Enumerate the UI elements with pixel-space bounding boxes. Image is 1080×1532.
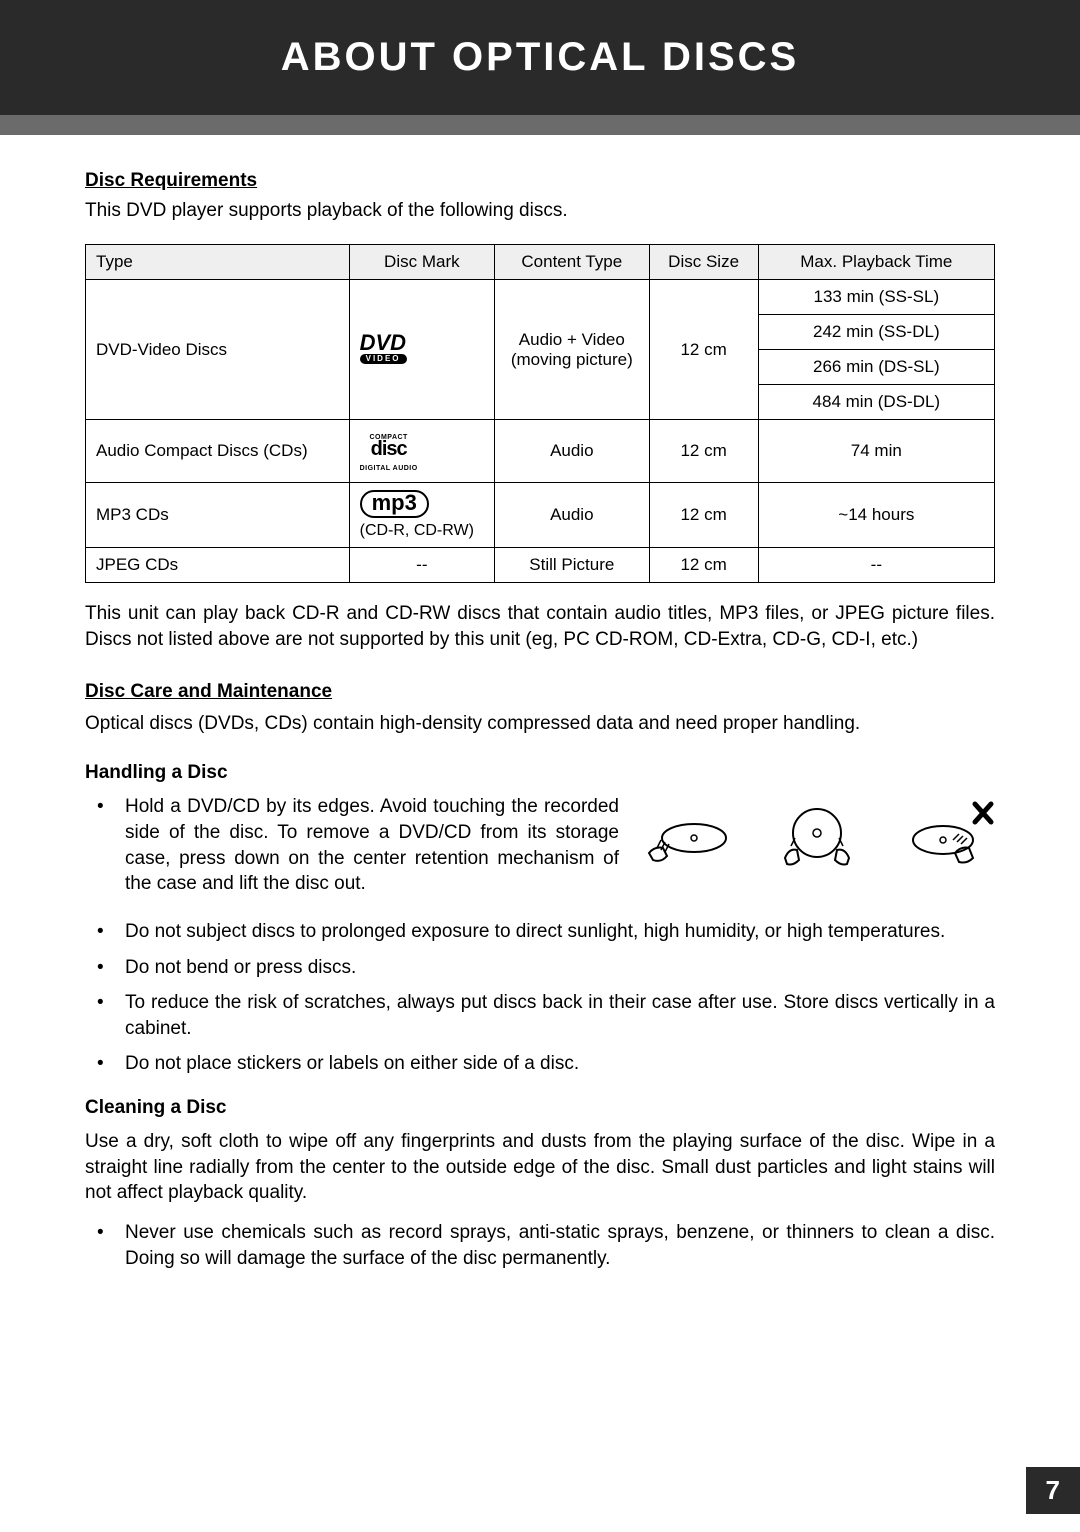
cell-mp3-mark: mp3 (CD-R, CD-RW) xyxy=(349,483,494,548)
cell-dvd-type: DVD-Video Discs xyxy=(86,280,350,420)
handling-bullet-1: Do not subject discs to prolonged exposu… xyxy=(125,919,995,945)
col-size: Disc Size xyxy=(649,245,758,280)
handling-bullet-2: Do not bend or press discs. xyxy=(125,955,995,981)
handling-bullet-3: To reduce the risk of scratches, always … xyxy=(125,990,995,1041)
disc-requirements-heading: Disc Requirements xyxy=(85,170,995,192)
cell-jpeg-time: -- xyxy=(758,548,994,583)
cleaning-intro: Use a dry, soft cloth to wipe off any fi… xyxy=(85,1129,995,1206)
handling-heading: Handling a Disc xyxy=(85,762,995,784)
cell-jpeg-type: JPEG CDs xyxy=(86,548,350,583)
handling-illustrations xyxy=(639,794,995,907)
cell-mp3-time: ~14 hours xyxy=(758,483,994,548)
col-type: Type xyxy=(86,245,350,280)
cell-jpeg-mark: -- xyxy=(349,548,494,583)
handling-bullet-0: Hold a DVD/CD by its edges. Avoid touchi… xyxy=(125,794,619,897)
col-maxtime: Max. Playback Time xyxy=(758,245,994,280)
handling-first-bullet-wrap: Hold a DVD/CD by its edges. Avoid touchi… xyxy=(85,794,619,907)
cell-dvd-size: 12 cm xyxy=(649,280,758,420)
disc-care-intro: Optical discs (DVDs, CDs) contain high-d… xyxy=(85,711,995,737)
cell-jpeg-size: 12 cm xyxy=(649,548,758,583)
table-row: MP3 CDs mp3 (CD-R, CD-RW) Audio 12 cm ~1… xyxy=(86,483,995,548)
col-content: Content Type xyxy=(495,245,650,280)
cell-dvd-content: Audio + Video (moving picture) xyxy=(495,280,650,420)
disc-requirements-note: This unit can play back CD-R and CD-RW d… xyxy=(85,601,995,652)
page-number: 7 xyxy=(1026,1467,1080,1514)
cleaning-bullets: Never use chemicals such as record spray… xyxy=(85,1220,995,1271)
table-header-row: Type Disc Mark Content Type Disc Size Ma… xyxy=(86,245,995,280)
cell-dvd-mark: DVD VIDEO xyxy=(349,280,494,420)
cell-mp3-size: 12 cm xyxy=(649,483,758,548)
cd-logo-icon: COMPACT disc DIGITAL AUDIO xyxy=(360,427,418,473)
table-row: DVD-Video Discs DVD VIDEO Audio + Video … xyxy=(86,280,995,315)
handling-bullets: Do not subject discs to prolonged exposu… xyxy=(85,919,995,1077)
cell-dvd-time-1: 242 min (SS-DL) xyxy=(758,315,994,350)
dvd-logo-top: DVD xyxy=(360,330,406,355)
hold-disc-two-hands-icon xyxy=(767,798,867,878)
header-band: ABOUT OPTICAL DISCS xyxy=(0,0,1080,115)
mp3-logo-caption: (CD-R, CD-RW) xyxy=(360,522,484,540)
handling-row: Hold a DVD/CD by its edges. Avoid touchi… xyxy=(85,794,995,907)
cd-logo-da: DIGITAL AUDIO xyxy=(360,465,418,472)
cell-mp3-type: MP3 CDs xyxy=(86,483,350,548)
cleaning-bullet-0: Never use chemicals such as record spray… xyxy=(125,1220,995,1271)
mp3-logo-icon: mp3 xyxy=(360,490,429,518)
content-area: Disc Requirements This DVD player suppor… xyxy=(0,135,1080,1271)
cell-cd-content: Audio xyxy=(495,420,650,483)
hold-disc-edges-icon xyxy=(639,798,739,878)
cd-logo-disc: disc xyxy=(371,438,407,460)
cell-cd-type: Audio Compact Discs (CDs) xyxy=(86,420,350,483)
table-row: JPEG CDs -- Still Picture 12 cm -- xyxy=(86,548,995,583)
dvd-logo-icon: DVD VIDEO xyxy=(360,333,407,364)
cell-cd-mark: COMPACT disc DIGITAL AUDIO xyxy=(349,420,494,483)
disc-requirements-intro: This DVD player supports playback of the… xyxy=(85,200,995,222)
touch-disc-wrong-icon xyxy=(895,798,995,878)
disc-care-heading: Disc Care and Maintenance xyxy=(85,681,995,703)
handling-bullet-4: Do not place stickers or labels on eithe… xyxy=(125,1051,995,1077)
dvd-logo-bottom: VIDEO xyxy=(360,354,407,363)
cell-jpeg-content: Still Picture xyxy=(495,548,650,583)
cell-dvd-time-2: 266 min (DS-SL) xyxy=(758,350,994,385)
cell-mp3-content: Audio xyxy=(495,483,650,548)
page-title: ABOUT OPTICAL DISCS xyxy=(281,35,800,80)
sub-band xyxy=(0,115,1080,135)
table-row: Audio Compact Discs (CDs) COMPACT disc D… xyxy=(86,420,995,483)
cell-cd-size: 12 cm xyxy=(649,420,758,483)
col-mark: Disc Mark xyxy=(349,245,494,280)
disc-table: Type Disc Mark Content Type Disc Size Ma… xyxy=(85,244,995,583)
cell-dvd-time-3: 484 min (DS-DL) xyxy=(758,385,994,420)
cleaning-heading: Cleaning a Disc xyxy=(85,1097,995,1119)
cell-dvd-time-0: 133 min (SS-SL) xyxy=(758,280,994,315)
cell-cd-time: 74 min xyxy=(758,420,994,483)
